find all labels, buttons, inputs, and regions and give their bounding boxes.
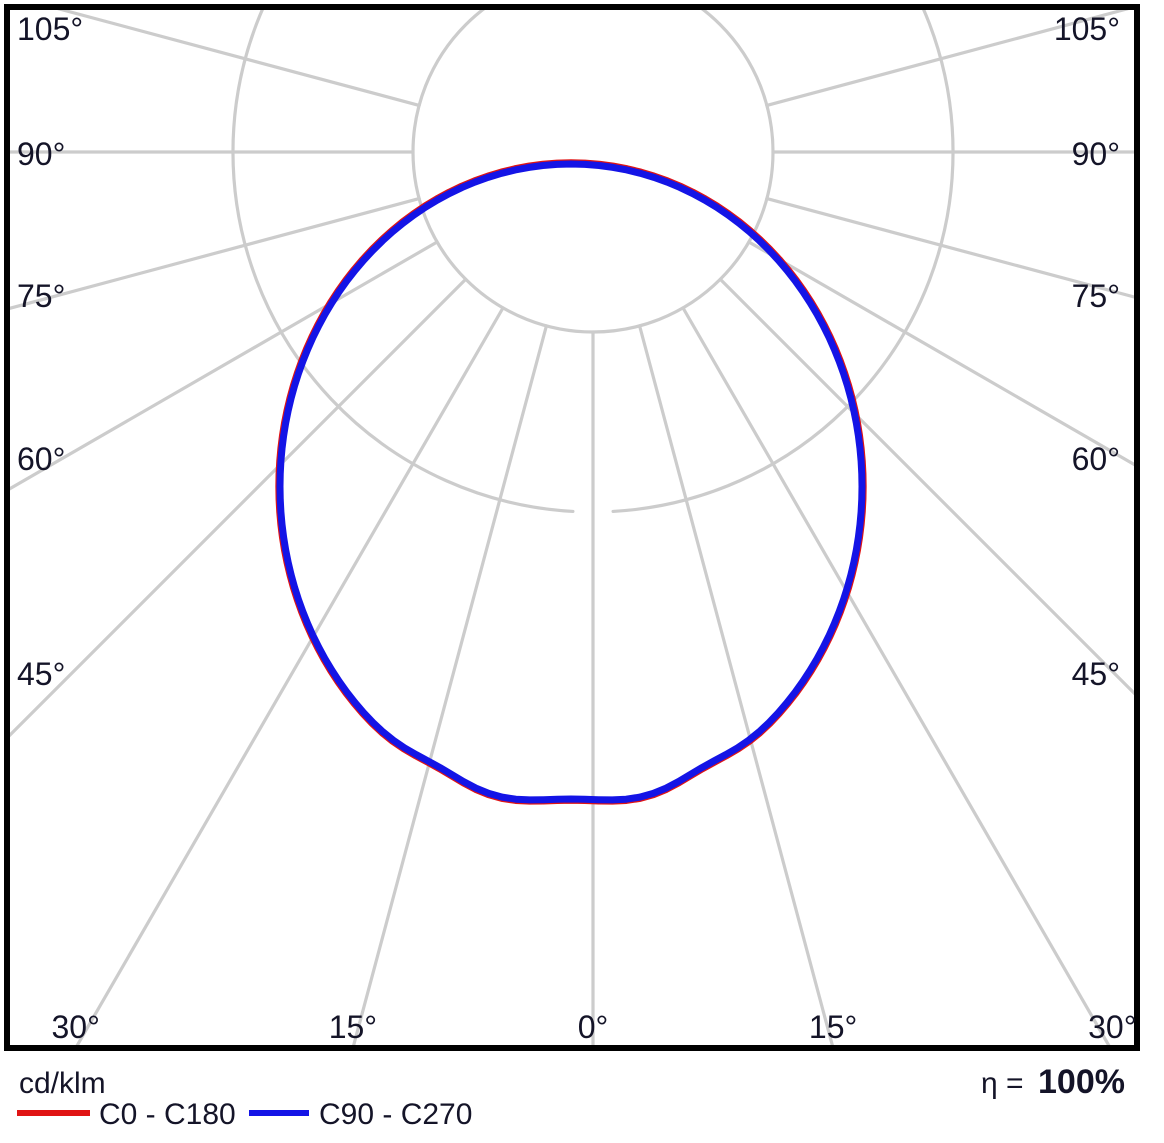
svg-text:15°: 15° — [329, 1009, 377, 1045]
svg-text:45°: 45° — [17, 656, 65, 692]
svg-text:C90 - C270: C90 - C270 — [319, 1098, 472, 1131]
svg-text:90°: 90° — [1072, 136, 1120, 172]
svg-text:75°: 75° — [17, 278, 65, 314]
svg-text:30°: 30° — [1088, 1009, 1136, 1045]
svg-text:30°: 30° — [52, 1009, 100, 1045]
svg-text:15°: 15° — [809, 1009, 857, 1045]
svg-text:η =: η = — [981, 1067, 1024, 1100]
svg-text:60°: 60° — [1072, 441, 1120, 477]
svg-text:75°: 75° — [1072, 278, 1120, 314]
svg-text:0°: 0° — [578, 1009, 609, 1045]
svg-text:60°: 60° — [17, 441, 65, 477]
svg-text:105°: 105° — [17, 11, 83, 47]
svg-text:cd/klm: cd/klm — [19, 1067, 106, 1100]
svg-text:C0 - C180: C0 - C180 — [99, 1098, 236, 1131]
svg-text:100%: 100% — [1038, 1063, 1125, 1101]
svg-text:90°: 90° — [17, 136, 65, 172]
svg-text:105°: 105° — [1054, 11, 1120, 47]
svg-text:45°: 45° — [1072, 656, 1120, 692]
